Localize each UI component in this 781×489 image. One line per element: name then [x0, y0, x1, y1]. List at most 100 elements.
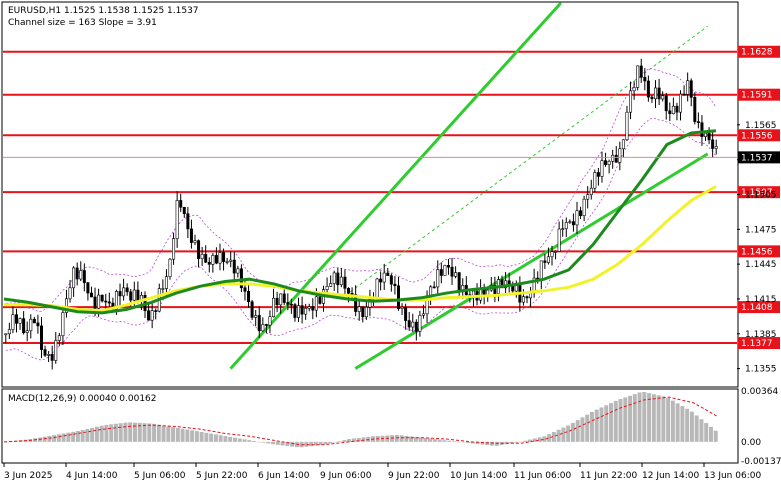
macd-bar	[313, 441, 318, 446]
time-tick-label: 11 Jun 06:00	[514, 471, 571, 481]
time-tick-label: 11 Jun 22:00	[580, 471, 637, 481]
candle-body	[436, 269, 440, 288]
candle-body	[604, 160, 608, 165]
macd-bar	[228, 436, 233, 442]
candle-body	[236, 268, 240, 274]
candle-body	[279, 293, 283, 306]
candle-body	[664, 95, 668, 112]
candle-body	[229, 259, 233, 262]
price-pane-border	[1, 1, 739, 388]
level-tag	[738, 245, 780, 258]
macd-bar	[152, 423, 157, 442]
level-lines: 1.1628 1.1591 1.1556 1.1507 1.1456 1.1408 1.13…	[3, 45, 780, 350]
macd-signal-line	[3, 396, 719, 446]
candle-body	[632, 87, 636, 92]
time-axis: 3 Jun 2025 4 Jun 14:00 5 Jun 06:00 5 Jun 22…	[3, 463, 761, 481]
candle-body	[150, 310, 154, 321]
macd-bar	[466, 441, 471, 443]
candle-body	[50, 354, 54, 361]
macd-bar	[252, 440, 256, 442]
macd-bar	[580, 417, 585, 442]
macd-bar	[323, 441, 328, 445]
candle-body	[286, 302, 290, 305]
candle-body	[318, 296, 322, 304]
candle-body	[147, 310, 151, 321]
macd-bar	[470, 441, 475, 444]
candle-body	[247, 291, 251, 303]
candle-body	[396, 285, 400, 309]
current-price-label: 1.1537	[741, 153, 773, 163]
candle-body	[186, 213, 190, 230]
macd-bar	[632, 394, 637, 442]
candle-body	[25, 330, 29, 333]
candle-body	[79, 270, 83, 280]
candle-body	[332, 272, 336, 284]
time-tick-label: 6 Jun 14:00	[258, 471, 310, 481]
macd-tick-label: 0.00	[741, 438, 761, 448]
candle-body	[329, 283, 333, 287]
macd-bar	[561, 427, 566, 442]
macd-bar	[142, 423, 147, 442]
macd-bar	[551, 431, 556, 442]
channel-line	[340, 25, 708, 300]
candle-body	[250, 301, 254, 318]
macd-bar	[670, 400, 675, 442]
channel-line	[354, 152, 709, 370]
candle-body	[218, 252, 222, 264]
candle-body	[607, 160, 611, 165]
level-label: 1.1628	[741, 48, 773, 58]
time-tick-label: 5 Jun 22:00	[196, 471, 248, 481]
candle-body	[189, 228, 193, 243]
candle-body	[86, 282, 90, 294]
macd-bar	[147, 423, 152, 442]
candle-body	[257, 315, 261, 332]
candle-body	[621, 139, 625, 150]
macd-bar	[575, 420, 580, 442]
candle-body	[197, 240, 201, 259]
candle-body	[707, 132, 711, 141]
candle-body	[64, 298, 68, 313]
macd-bar	[418, 437, 423, 442]
macd-bar	[123, 422, 128, 442]
candle-body	[629, 90, 633, 113]
candle-body	[364, 306, 368, 318]
macd-bar	[237, 438, 242, 442]
candle-body	[432, 286, 436, 289]
macd-bar	[628, 395, 633, 442]
ma-green	[3, 129, 717, 315]
candle-body	[514, 285, 518, 292]
candle-body	[57, 335, 61, 341]
macd-bar	[708, 426, 713, 442]
candle-body	[161, 288, 165, 290]
candle-body	[343, 276, 347, 289]
candle-body	[214, 255, 218, 264]
candle-body	[407, 320, 411, 328]
macd-bar	[451, 441, 456, 442]
candle-body	[593, 172, 597, 189]
candle-body	[125, 287, 129, 293]
candle-body	[661, 95, 665, 100]
candle-body	[600, 160, 604, 177]
macd-bar	[342, 440, 347, 442]
candle-body	[14, 314, 18, 324]
macd-bar	[413, 436, 418, 442]
macd-bar	[356, 437, 361, 442]
candle-body	[175, 200, 179, 239]
macd-bar	[656, 395, 661, 442]
candle-body	[132, 289, 136, 301]
candle-body	[579, 210, 583, 216]
bollinger-bands	[5, 67, 717, 361]
candle-body	[68, 287, 72, 300]
macd-bar	[485, 441, 490, 446]
candle-body	[354, 294, 358, 312]
candle-body	[314, 296, 318, 311]
macd-bar	[547, 434, 552, 442]
macd-bar	[666, 397, 671, 442]
level-label: 1.1507	[741, 188, 773, 198]
price-tick-label: 1.1415	[745, 295, 777, 305]
candle-body	[400, 306, 404, 309]
macd-bar	[90, 427, 95, 442]
macd-bar	[594, 409, 599, 442]
level-tag	[738, 129, 780, 142]
